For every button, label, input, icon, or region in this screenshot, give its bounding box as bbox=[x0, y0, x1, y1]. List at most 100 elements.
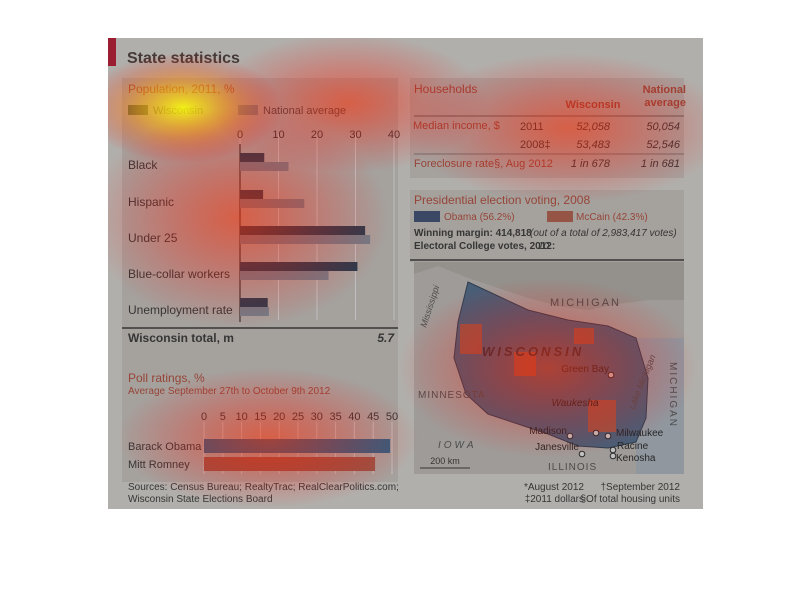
foreclosure-label: Foreclosure rate§, Aug 2012 bbox=[414, 158, 553, 170]
poll-tick-label: 10 bbox=[235, 411, 247, 423]
city-label: Green Bay bbox=[561, 364, 609, 375]
poll-tick-label: 25 bbox=[292, 411, 304, 423]
city-dot bbox=[604, 432, 612, 440]
pop-bar-wisconsin bbox=[240, 298, 268, 307]
mccain-swatch bbox=[547, 211, 573, 222]
city-dot bbox=[592, 429, 600, 437]
col-national-wrap: National average bbox=[642, 84, 686, 109]
obama-swatch bbox=[414, 211, 440, 222]
poll-tick-label: 15 bbox=[254, 411, 266, 423]
margin-note: (out of a total of 2,983,417 votes) bbox=[530, 228, 677, 239]
col-wisconsin: Wisconsin bbox=[566, 99, 621, 111]
pop-category-label: Unemployment rate bbox=[128, 303, 233, 317]
figure-canvas: State statistics Population, 2011, % Wis… bbox=[108, 38, 686, 505]
legend-nat-label: National average bbox=[263, 105, 346, 117]
legend-wi-swatch bbox=[128, 105, 148, 115]
election-title: Presidential election voting, 2008 bbox=[414, 193, 590, 207]
pop-bar-national bbox=[240, 271, 329, 280]
map-state-label: WISCONSIN bbox=[482, 344, 584, 359]
margin-label: Winning margin: 414,818 bbox=[414, 228, 532, 239]
poll-subtitle: Average September 27th to October 9th 20… bbox=[128, 386, 331, 397]
poll-tick-label: 40 bbox=[348, 411, 360, 423]
mccain-county-4 bbox=[574, 328, 594, 344]
col-national: National average bbox=[642, 84, 686, 109]
footnote-4: §Of total housing units bbox=[580, 494, 680, 505]
row1-wi: 52,058 bbox=[576, 121, 611, 133]
pop-tick-label: 30 bbox=[349, 129, 361, 141]
obama-label: Obama (56.2%) bbox=[444, 212, 515, 223]
figure: State statistics Population, 2011, % Wis… bbox=[108, 38, 703, 509]
city-label: Milwaukee bbox=[616, 428, 664, 439]
footnote-2: †September 2012 bbox=[600, 482, 680, 493]
pop-tick-label: 0 bbox=[237, 129, 243, 141]
map-illinois: ILLINOIS bbox=[548, 462, 597, 473]
poll-tick-label: 20 bbox=[273, 411, 285, 423]
city-dot bbox=[566, 432, 574, 440]
pop-bar-wisconsin bbox=[240, 190, 264, 199]
city-label: Kenosha bbox=[616, 453, 656, 464]
pop-bar-wisconsin bbox=[240, 262, 358, 271]
map-minnesota: MINNESOTA bbox=[418, 390, 486, 401]
legend-nat-swatch bbox=[238, 105, 258, 115]
ec-label: Electoral College votes, 2012: bbox=[414, 241, 555, 252]
foreclosure-wi: 1 in 678 bbox=[571, 158, 611, 170]
pop-tick-label: 10 bbox=[272, 129, 284, 141]
households-title: Households bbox=[414, 82, 477, 96]
total-label: Wisconsin total, m bbox=[128, 331, 234, 345]
foreclosure-nat: 1 in 681 bbox=[641, 158, 680, 170]
row1-year: 2011 bbox=[520, 121, 544, 133]
city-label: Madison bbox=[529, 426, 567, 437]
sources-line-2: Wisconsin State Elections Board bbox=[128, 494, 273, 505]
scale-label: 200 km bbox=[430, 456, 460, 466]
map-michigan-top: MICHIGAN bbox=[550, 297, 621, 309]
row2-wi: 53,483 bbox=[576, 139, 611, 151]
pop-category-label: Black bbox=[128, 158, 158, 172]
poll-title: Poll ratings, % bbox=[128, 371, 205, 385]
pop-bar-national bbox=[240, 235, 371, 244]
city-label: Waukesha bbox=[551, 398, 599, 409]
city-dot bbox=[607, 371, 615, 379]
total-value: 5.7 bbox=[377, 331, 395, 345]
pop-bar-national bbox=[240, 199, 305, 208]
legend-wi-label: Wisconsin bbox=[153, 105, 203, 117]
poll-tick-label: 30 bbox=[311, 411, 323, 423]
pop-bar-national bbox=[240, 162, 289, 171]
footnote-1: *August 2012 bbox=[524, 482, 584, 493]
poll-candidate-label: Barack Obama bbox=[128, 441, 202, 453]
city-dot bbox=[578, 450, 586, 458]
pop-tick-label: 20 bbox=[311, 129, 323, 141]
pop-category-label: Hispanic bbox=[128, 195, 174, 209]
row1-nat: 50,054 bbox=[646, 121, 680, 133]
poll-candidate-label: Mitt Romney bbox=[128, 459, 190, 471]
poll-tick-label: 45 bbox=[367, 411, 379, 423]
row2-year: 2008‡ bbox=[520, 139, 551, 151]
sources-line-1: Sources: Census Bureau; RealtyTrac; Real… bbox=[128, 482, 399, 493]
population-panel bbox=[122, 78, 398, 368]
poll-tick-label: 5 bbox=[220, 411, 226, 423]
map-iowa: IOWA bbox=[438, 440, 476, 451]
row2-nat: 52,546 bbox=[646, 139, 681, 151]
city-label: Racine bbox=[617, 441, 649, 452]
poll-bar bbox=[204, 457, 376, 471]
city-dot bbox=[609, 446, 617, 454]
poll-bar bbox=[204, 439, 391, 453]
population-title: Population, 2011, % bbox=[128, 82, 235, 96]
poll-tick-label: 50 bbox=[386, 411, 398, 423]
footnote-3: ‡2011 dollars bbox=[525, 494, 584, 505]
pop-category-label: Blue-collar workers bbox=[128, 267, 230, 281]
map-michigan-right: MICHIGAN bbox=[667, 362, 678, 428]
pop-bar-national bbox=[240, 307, 269, 316]
median-wrap: Median income, $ bbox=[413, 120, 500, 132]
pop-bar-wisconsin bbox=[240, 226, 366, 235]
poll-tick-label: 35 bbox=[329, 411, 341, 423]
page-title: State statistics bbox=[127, 50, 240, 67]
mccain-label: McCain (42.3%) bbox=[576, 212, 648, 223]
pop-tick-label: 40 bbox=[388, 129, 400, 141]
pop-category-label: Under 25 bbox=[128, 231, 178, 245]
city-label: Janesville bbox=[535, 442, 579, 453]
median-label: Median income, $ bbox=[413, 120, 500, 132]
city-dot bbox=[609, 452, 617, 460]
mccain-county-2 bbox=[460, 324, 482, 354]
pop-bar-wisconsin bbox=[240, 153, 265, 162]
accent-bar bbox=[108, 38, 116, 66]
